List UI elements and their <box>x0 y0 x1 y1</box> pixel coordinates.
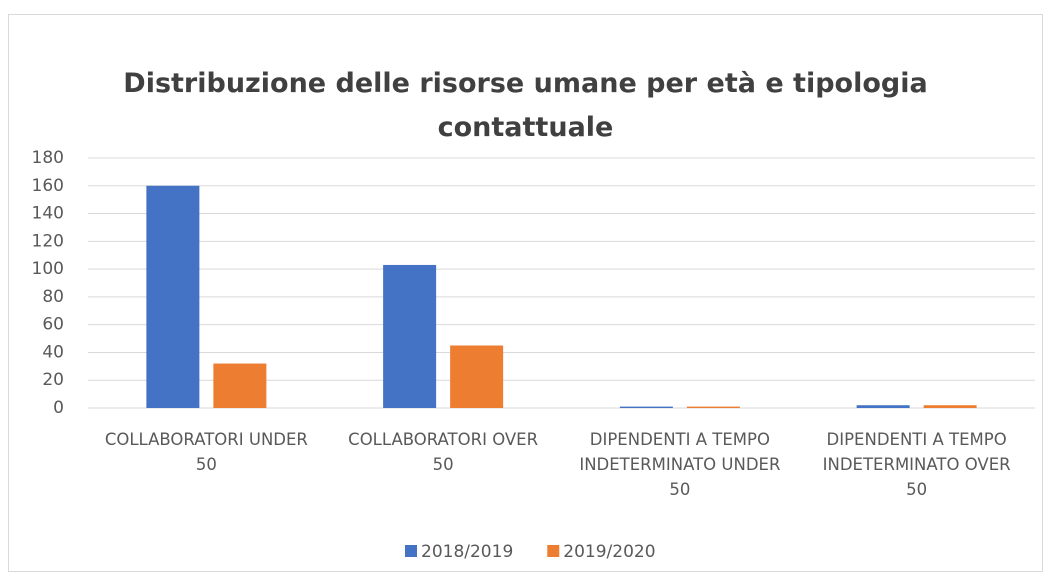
x-tick-label: DIPENDENTI A TEMPO INDETERMINATO OVER 50 <box>822 430 1011 499</box>
y-tick-label: 40 <box>42 342 64 362</box>
y-tick-label: 80 <box>42 287 64 307</box>
y-tick-label: 120 <box>32 231 64 251</box>
x-tick-label: COLLABORATORI UNDER 50 <box>104 430 308 474</box>
y-tick-label: 20 <box>42 370 64 390</box>
legend-label: 2018/2019 <box>421 542 513 562</box>
legend-label: 2019/2020 <box>563 542 655 562</box>
y-tick-label: 100 <box>32 259 64 279</box>
y-tick-label: 180 <box>32 148 64 168</box>
bar <box>450 345 504 408</box>
bar <box>383 264 437 408</box>
chart-title: Distribuzione delle risorse umane per et… <box>123 68 928 143</box>
bar <box>856 405 910 408</box>
bar <box>923 405 977 408</box>
bar <box>686 406 740 408</box>
y-tick-label: 60 <box>42 315 64 335</box>
x-tick-label: COLLABORATORI OVER 50 <box>348 430 539 474</box>
bar <box>619 406 673 408</box>
y-tick-label: 140 <box>32 204 64 224</box>
legend-swatch <box>547 545 560 557</box>
bar <box>146 185 200 408</box>
y-tick-label: 0 <box>53 398 64 418</box>
y-tick-label: 160 <box>32 176 64 196</box>
x-tick-label: DIPENDENTI A TEMPO INDETERMINATO UNDER 5… <box>579 430 781 499</box>
legend-swatch <box>405 545 417 557</box>
bar <box>213 363 267 408</box>
